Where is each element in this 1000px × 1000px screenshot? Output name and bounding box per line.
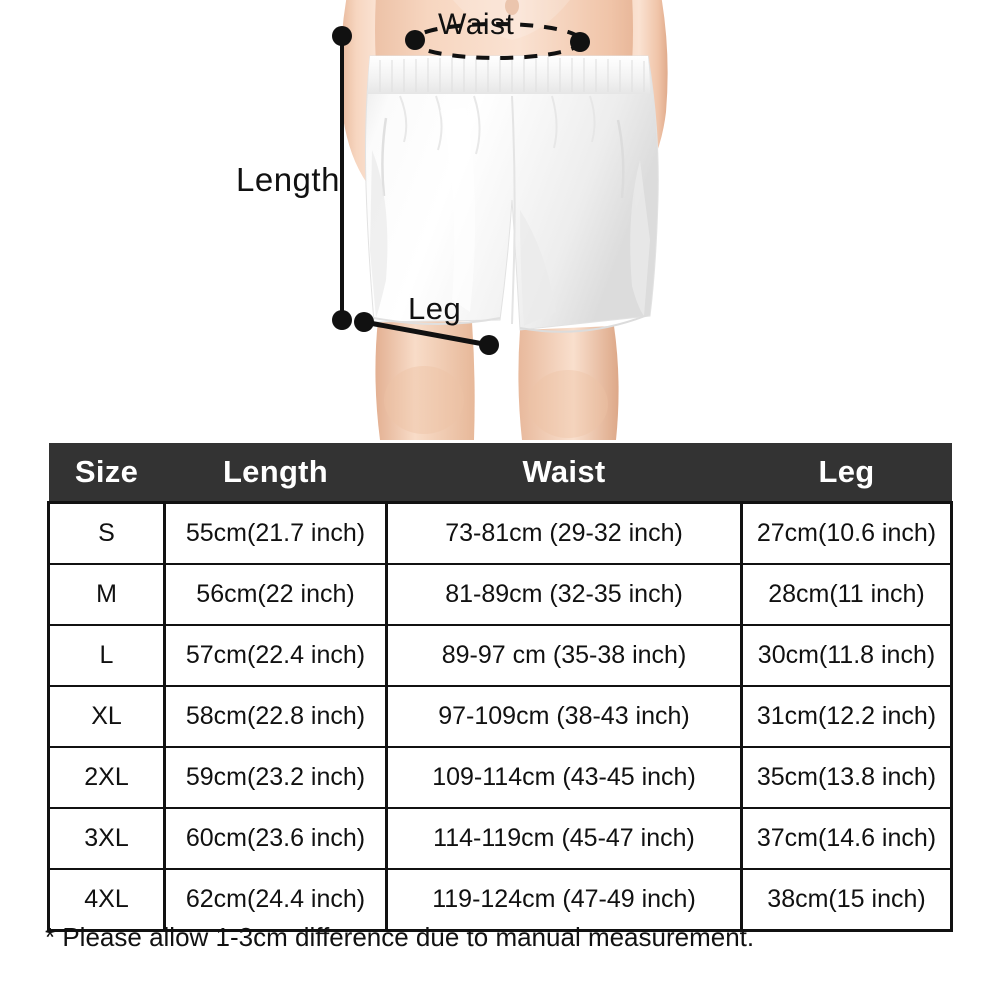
shorts-body [365,55,659,331]
left-leg [375,320,475,440]
right-hem [519,313,651,333]
waist-gather-folds [399,95,596,155]
model-wearing-shorts-image [332,0,668,440]
cell-waist: 119-124cm (47-49 inch) [385,868,742,932]
cell-length: 55cm(21.7 inch) [163,501,387,564]
waistband-ribbing [379,57,645,92]
cell-leg: 30cm(11.8 inch) [740,624,953,686]
table-row: 3XL 60cm(23.6 inch) 114-119cm (45-47 inc… [47,807,953,869]
column-header-size: Size [48,443,165,503]
column-header-leg: Leg [741,443,952,503]
fabric-shading [370,150,650,326]
waist-left-endpoint-dot [405,30,425,50]
cell-waist: 109-114cm (43-45 inch) [385,746,742,808]
cell-leg: 38cm(15 inch) [740,868,953,932]
table-row: 2XL 59cm(23.2 inch) 109-114cm (43-45 inc… [47,746,953,808]
cell-length: 59cm(23.2 inch) [163,746,387,808]
size-chart-table: Size Length Waist Leg S 55cm(21.7 inch) … [47,443,953,932]
cell-size: S [47,501,165,564]
table-row: XL 58cm(22.8 inch) 97-109cm (38-43 inch)… [47,685,953,747]
cell-length: 56cm(22 inch) [163,563,387,625]
center-seam [511,95,516,325]
leg-left-endpoint-dot [354,312,374,332]
table-row: L 57cm(22.4 inch) 89-97 cm (35-38 inch) … [47,624,953,686]
column-header-length: Length [164,443,387,503]
navel [505,0,519,15]
cell-waist: 81-89cm (32-35 inch) [385,563,742,625]
cell-size: XL [47,685,165,747]
cell-waist: 89-97 cm (35-38 inch) [385,624,742,686]
cell-size: L [47,624,165,686]
waist-measure-label: Waist [438,8,515,41]
cell-size: 4XL [47,868,165,932]
cell-waist: 97-109cm (38-43 inch) [385,685,742,747]
cell-length: 58cm(22.8 inch) [163,685,387,747]
cell-leg: 37cm(14.6 inch) [740,807,953,869]
left-hem [373,317,501,325]
shorts-waistband [368,56,650,94]
cell-length: 57cm(22.4 inch) [163,624,387,686]
length-bottom-endpoint-dot [332,310,352,330]
column-header-waist: Waist [386,443,742,503]
leg-measure-line [363,319,490,348]
cell-leg: 35cm(13.8 inch) [740,746,953,808]
waist-right-endpoint-dot [570,32,590,52]
length-measure-label: Length [236,161,340,198]
cell-length: 60cm(23.6 inch) [163,807,387,869]
table-row: S 55cm(21.7 inch) 73-81cm (29-32 inch) 2… [47,501,953,564]
cell-length: 62cm(24.4 inch) [163,868,387,932]
cell-leg: 27cm(10.6 inch) [740,501,953,564]
right-leg [518,326,619,440]
cell-size: M [47,563,165,625]
cell-leg: 28cm(11 inch) [740,563,953,625]
cell-waist: 73-81cm (29-32 inch) [385,501,742,564]
left-pocket-seam [381,117,388,197]
length-top-endpoint-dot [332,26,352,46]
cell-leg: 31cm(12.2 inch) [740,685,953,747]
size-chart-illustration: Waist Length Leg [0,0,1000,440]
cell-size: 3XL [47,807,165,869]
measurement-footnote: * Please allow 1-3cm difference due to m… [45,922,755,952]
right-pocket-seam [616,119,625,199]
table-row: M 56cm(22 inch) 81-89cm (32-35 inch) 28c… [47,563,953,625]
leg-measure-label: Leg [408,291,462,326]
cell-waist: 114-119cm (45-47 inch) [385,807,742,869]
table-row: 4XL 62cm(24.4 inch) 119-124cm (47-49 inc… [47,868,953,932]
table-header-row: Size Length Waist Leg [48,443,952,503]
leg-right-endpoint-dot [479,335,499,355]
cell-size: 2XL [47,746,165,808]
